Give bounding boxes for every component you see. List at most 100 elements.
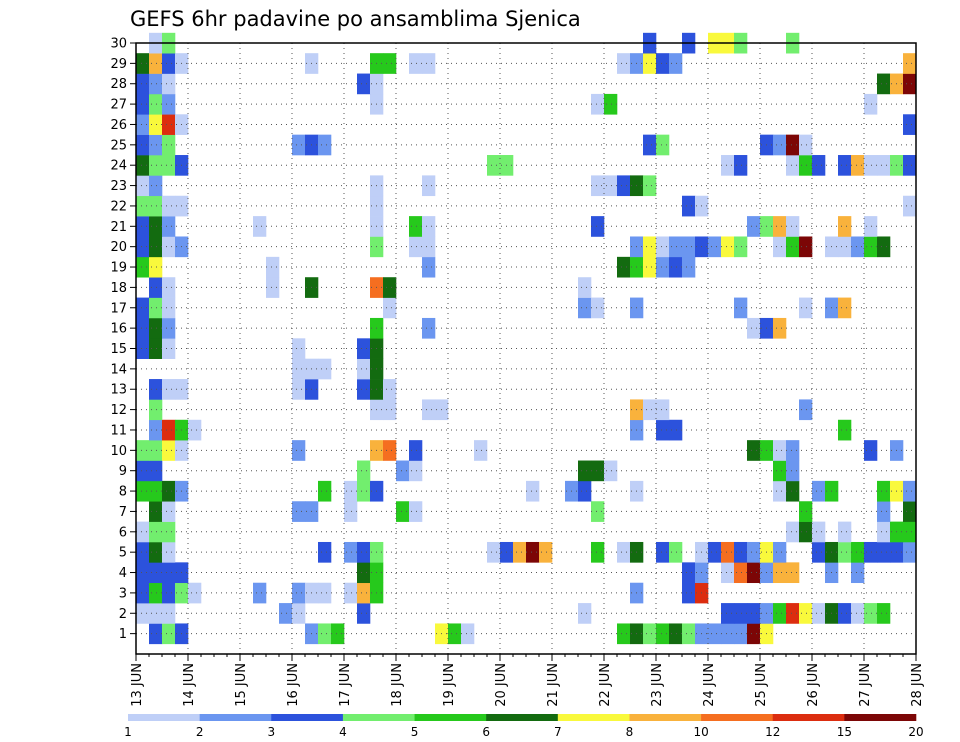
heatmap-cell: [682, 582, 696, 604]
heatmap-cell: [864, 541, 878, 563]
heatmap-cell: [422, 317, 436, 339]
y-tick-label: 2: [119, 607, 127, 622]
y-tick-label: 5: [119, 546, 127, 561]
heatmap-cell: [851, 541, 865, 563]
colorbar-label: 8: [626, 725, 634, 739]
heatmap-cell: [149, 277, 163, 298]
x-tick-label: 27 JUN: [858, 663, 873, 707]
heatmap-cell: [383, 53, 397, 74]
heatmap-cell: [162, 582, 176, 604]
heatmap-cell: [149, 73, 163, 95]
heatmap-cell: [162, 521, 176, 543]
heatmap-cell: [591, 216, 605, 237]
heatmap-cell: [721, 541, 735, 563]
heatmap-cell: [162, 317, 176, 339]
heatmap-cell: [617, 256, 631, 278]
heatmap-cell: [357, 73, 371, 95]
heatmap-cell: [487, 155, 501, 176]
heatmap-cell: [526, 480, 540, 502]
heatmap-cell: [903, 73, 917, 95]
heatmap-cell: [292, 134, 306, 156]
colorbar-label: 4: [339, 725, 347, 739]
heatmap-cell: [656, 256, 670, 278]
x-tick-label: 23 JUN: [650, 663, 665, 707]
x-tick-label: 15 JUN: [234, 663, 249, 707]
heatmap-cell: [721, 623, 735, 645]
heatmap-cell: [604, 175, 618, 197]
heatmap-cell: [838, 419, 852, 441]
heatmap-cell: [279, 603, 293, 624]
heatmap-cell: [162, 134, 176, 156]
heatmap-cell: [656, 419, 670, 441]
heatmap-cell: [838, 541, 852, 563]
heatmap-cell: [357, 562, 371, 584]
heatmap-cell: [708, 236, 722, 258]
heatmap-cell: [799, 501, 813, 522]
heatmap-cell: [409, 236, 423, 258]
heatmap-cell: [162, 480, 176, 502]
heatmap-cell: [656, 623, 670, 645]
heatmap-cell: [162, 277, 176, 298]
heatmap-cell: [539, 541, 553, 563]
heatmap-cell: [357, 460, 371, 482]
heatmap-cell: [357, 582, 371, 604]
y-tick-label: 26: [110, 118, 127, 133]
heatmap-cell: [149, 297, 163, 319]
heatmap-cell: [396, 460, 410, 482]
colorbar-swatch: [844, 714, 917, 721]
heatmap-cell: [903, 521, 917, 543]
heatmap-cell: [682, 236, 696, 258]
grid-lines: [136, 42, 916, 654]
heatmap-cell: [812, 521, 826, 543]
heatmap-cell: [617, 541, 631, 563]
heatmap-cell: [643, 236, 657, 258]
heatmap-cell: [877, 501, 891, 522]
heatmap-cell: [136, 175, 150, 197]
colorbar-legend: 1 2 3 4 5 6 7 8 10 12 15 20: [124, 714, 924, 739]
y-tick-label: 27: [110, 98, 127, 113]
heatmap-cell: [162, 501, 176, 522]
heatmap-cell: [149, 93, 163, 115]
heatmap-cell: [331, 623, 345, 645]
y-tick-label: 7: [119, 505, 127, 520]
heatmap-cell: [162, 114, 176, 135]
heatmap-cell: [864, 155, 878, 176]
heatmap-cell: [617, 175, 631, 197]
heatmap-cell: [786, 134, 800, 156]
heatmap-cell: [799, 134, 813, 156]
heatmap-cell: [292, 358, 306, 380]
heatmap-cell: [136, 440, 150, 461]
heatmap-cell: [136, 338, 150, 359]
heatmap-cell: [149, 399, 163, 421]
heatmap-cell: [669, 419, 683, 441]
heatmap-cell: [136, 93, 150, 115]
y-tick-label: 14: [110, 362, 127, 377]
heatmap-cell: [149, 603, 163, 624]
heatmap-cell: [903, 480, 917, 502]
heatmap-cell: [656, 541, 670, 563]
heatmap-cell: [357, 358, 371, 380]
heatmap-cell: [591, 93, 605, 115]
x-tick-label: 28 JUN: [910, 663, 925, 707]
heatmap-cell: [383, 399, 397, 421]
colorbar-swatch: [772, 714, 845, 721]
heatmap-cell: [786, 155, 800, 176]
heatmap-cell: [253, 216, 267, 237]
heatmap-cell: [708, 623, 722, 645]
heatmap-cell: [149, 317, 163, 339]
x-tick-label: 16 JUN: [286, 663, 301, 707]
heatmap-cell: [903, 501, 917, 522]
heatmap-cell: [422, 256, 436, 278]
colorbar-swatch: [486, 714, 559, 721]
heatmap-cell: [799, 399, 813, 421]
heatmap-cell: [812, 155, 826, 176]
heatmap-cell: [162, 93, 176, 115]
heatmap-cell: [643, 134, 657, 156]
heatmap-cell: [773, 440, 787, 461]
heatmap-cell: [383, 379, 397, 400]
heatmap-cell: [253, 582, 267, 604]
heatmap-cell: [266, 256, 280, 278]
heatmap-cell: [604, 460, 618, 482]
heatmap-cell: [162, 216, 176, 237]
